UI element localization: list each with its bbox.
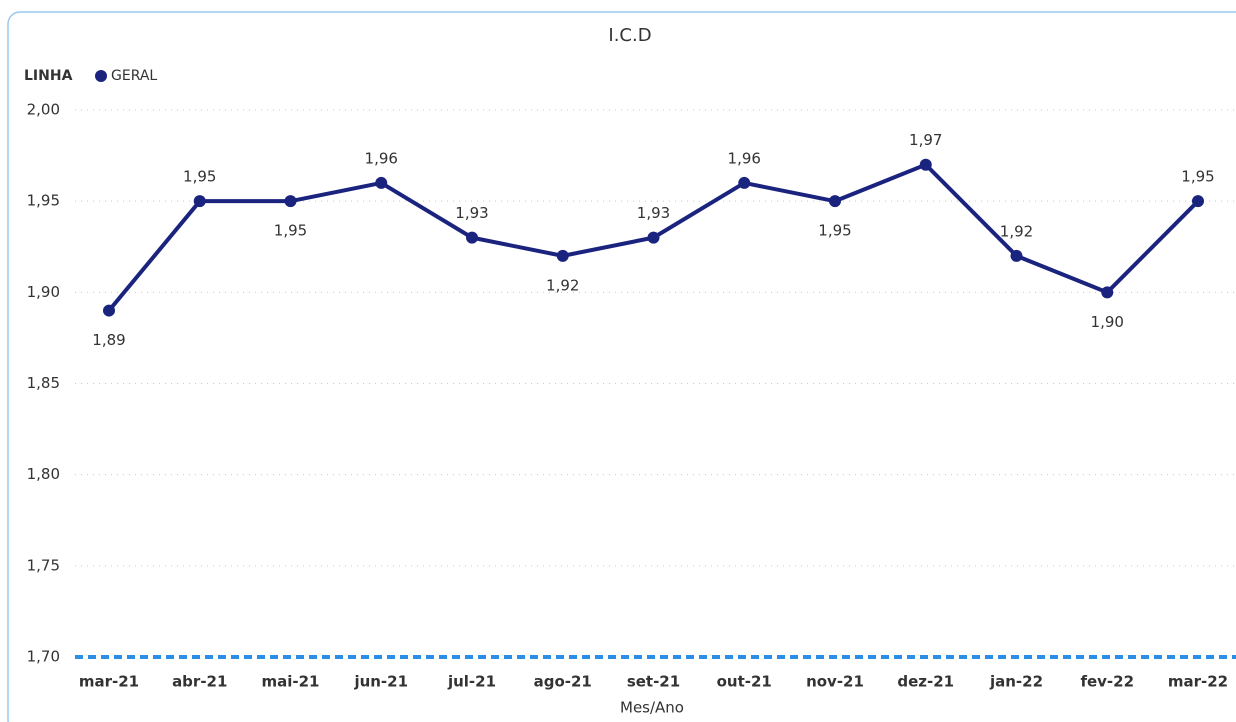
- data-label: 1,95: [274, 222, 307, 240]
- point: [103, 304, 115, 317]
- data-label: 1,95: [818, 222, 851, 240]
- legend-marker: [95, 70, 107, 82]
- data-label: 1,95: [1181, 168, 1214, 186]
- data-label: 1,97: [909, 131, 942, 149]
- point: [1101, 286, 1114, 299]
- x-tick-label: jun-21: [353, 673, 408, 691]
- y-tick-label: 2,00: [27, 101, 60, 119]
- y-tick-label: 1,95: [27, 192, 60, 210]
- data-label: 1,93: [455, 204, 488, 222]
- data-label: 1,89: [92, 331, 125, 349]
- frame: [7, 11, 1236, 722]
- y-tick-label: 1,85: [27, 374, 60, 392]
- y-tick-label: 1,90: [27, 283, 60, 301]
- x-tick-label: mai-21: [262, 673, 320, 691]
- legend-title: LINHA: [24, 68, 73, 84]
- point: [1010, 249, 1023, 262]
- data-label: 1,90: [1091, 313, 1124, 331]
- legend-label: GERAL: [111, 68, 157, 84]
- y-tick-label: 1,75: [27, 556, 60, 574]
- x-tick-label: mar-21: [79, 673, 139, 691]
- x-axis-label: Mes/Ano: [620, 699, 684, 717]
- x-tick-label: fev-22: [1080, 673, 1134, 691]
- point: [193, 195, 206, 208]
- data-label: 1,96: [728, 149, 761, 167]
- point: [284, 195, 297, 208]
- x-tick-label: nov-21: [806, 673, 864, 691]
- x-tick-label: jan-22: [989, 673, 1043, 691]
- point: [647, 231, 660, 244]
- y-tick-label: 1,70: [27, 648, 60, 666]
- data-label: 1,92: [1000, 222, 1033, 240]
- x-tick-label: set-21: [627, 673, 680, 691]
- point: [738, 176, 751, 189]
- x-tick-label: abr-21: [172, 673, 227, 691]
- point: [556, 249, 569, 262]
- x-tick-label: dez-21: [897, 673, 954, 691]
- point: [375, 176, 388, 189]
- point: [829, 195, 841, 208]
- x-tick-label: out-21: [717, 673, 772, 691]
- data-label: 1,96: [365, 149, 398, 167]
- data-label: 1,93: [637, 204, 670, 222]
- point: [1192, 195, 1204, 208]
- chart-title: I.C.D: [608, 25, 651, 46]
- point: [919, 158, 932, 171]
- point: [466, 231, 478, 244]
- x-tick-label: ago-21: [534, 673, 592, 691]
- x-tick-label: jul-21: [447, 673, 496, 691]
- x-tick-label: mar-22: [1168, 673, 1228, 691]
- data-label: 1,95: [183, 168, 216, 186]
- data-label: 1,92: [546, 276, 579, 294]
- y-tick-label: 1,80: [27, 465, 60, 483]
